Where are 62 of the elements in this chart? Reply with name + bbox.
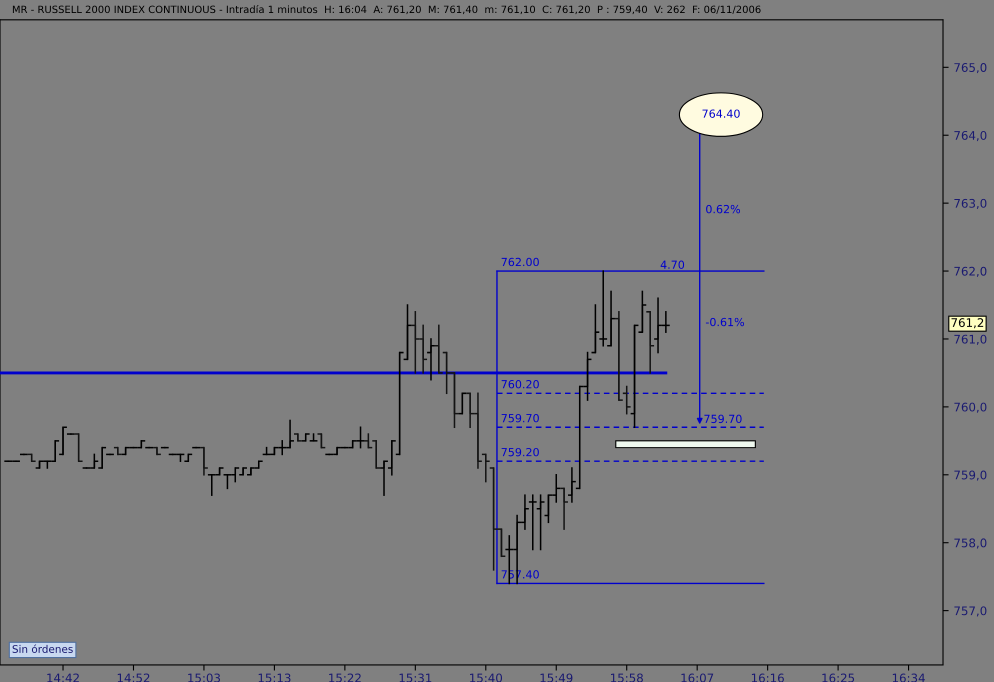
ref-line-label: 762.00 <box>502 258 539 266</box>
annotation: 764.40 <box>702 109 740 118</box>
candlestick <box>482 454 490 482</box>
candlestick <box>404 304 412 360</box>
x-tick-label: 16:16 <box>752 673 784 682</box>
candlestick <box>638 290 646 333</box>
candlestick <box>646 311 654 374</box>
candlestick <box>200 446 208 476</box>
candlestick <box>607 290 615 347</box>
y-tick-label: 765,0 <box>954 63 986 74</box>
y-tick-label: 758,0 <box>954 538 986 549</box>
x-tick-label: 15:31 <box>400 673 432 682</box>
candlestick <box>599 270 608 347</box>
candlestick <box>372 440 380 469</box>
ref-line-label: 759.70 <box>502 414 539 422</box>
candlestick <box>364 433 372 448</box>
x-tick-label: 16:07 <box>681 673 714 682</box>
candlestick <box>568 467 576 503</box>
y-tick-label: 760,0 <box>954 402 986 413</box>
candlestick <box>434 324 443 374</box>
x-tick-label: 15:03 <box>188 673 220 682</box>
x-tick-label: 14:42 <box>47 673 79 682</box>
y-tick-label: 762,0 <box>954 266 986 277</box>
candlestick <box>458 392 466 414</box>
candlestick <box>560 488 568 530</box>
candlestick <box>396 352 404 456</box>
annotation: Sin órdenes <box>12 644 73 653</box>
candlestick <box>74 433 83 462</box>
candlestick <box>98 446 106 469</box>
chart-title: MR - RUSSELL 2000 INDEX CONTINUOUS - Intradía 1 minutos H: 16:04 A: 761,20 M: 761,40 m: 761,10 C: 761,20 P : 759,40 V: 262 F: 06/11/2006 <box>12 4 761 14</box>
candlestick <box>592 304 600 354</box>
text: 761,2 <box>952 318 984 328</box>
candlestick <box>427 338 435 380</box>
x-tick-label: 15:22 <box>329 673 361 682</box>
y-tick-label: 761,0 <box>954 334 986 345</box>
ref-line-label: 759.20 <box>502 448 539 456</box>
x-tick-label: 16:25 <box>822 673 854 682</box>
y-tick-label: 763,0 <box>954 198 986 209</box>
annotation: 759.70 <box>704 414 742 424</box>
x-tick-label: 15:13 <box>258 673 290 682</box>
candlestick <box>59 426 67 456</box>
candlestick <box>380 460 388 496</box>
x-tick-label: 14:52 <box>118 673 150 682</box>
annotation: 0.62% <box>706 204 740 214</box>
candlestick <box>536 494 544 550</box>
candlestick <box>388 440 396 476</box>
y-tick-label: 759,0 <box>954 470 986 481</box>
x-tick-label: 16:34 <box>892 673 925 682</box>
candlestick <box>310 433 318 442</box>
candlestick <box>622 386 631 414</box>
candlestick <box>614 311 623 401</box>
x-tick-label: 15:58 <box>611 673 643 682</box>
ref-line-label: 760.20 <box>502 380 539 388</box>
candlestick <box>317 433 326 448</box>
candlestick <box>630 324 638 428</box>
y-tick-label: 764,0 <box>954 130 986 142</box>
candlestick <box>528 494 537 550</box>
x-tick-label: 15:49 <box>540 673 572 682</box>
y-tick-label: 757,0 <box>954 606 986 616</box>
annotation: 4.70 <box>660 260 684 269</box>
x-tick-label: 15:40 <box>470 673 502 682</box>
annotation: -0.61% <box>706 318 744 326</box>
